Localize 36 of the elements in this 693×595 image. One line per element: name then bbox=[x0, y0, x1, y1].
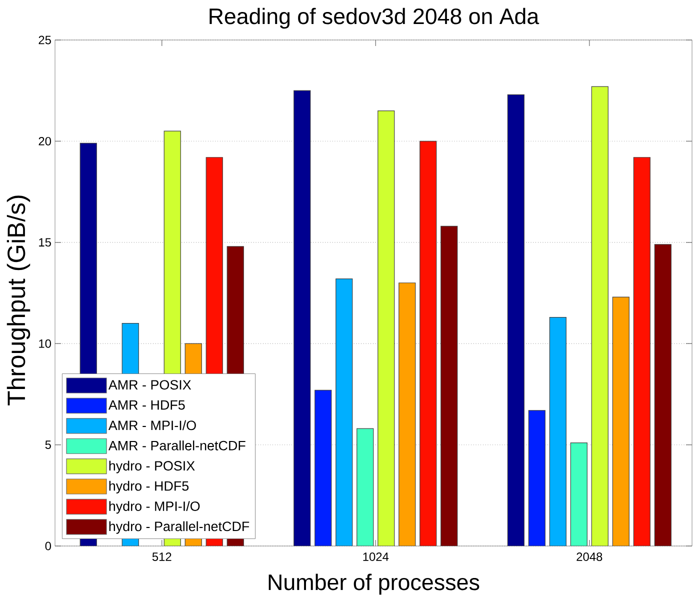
chart-title: Reading of sedov3d 2048 on Ada bbox=[210, 8, 540, 29]
x-axis-title: Number of processes bbox=[268, 574, 480, 595]
bar bbox=[612, 296, 630, 546]
bar bbox=[378, 110, 395, 546]
bar bbox=[356, 428, 374, 546]
x-tick-label: 1024 bbox=[363, 552, 389, 561]
legend-label: hydro - MPI-I/O bbox=[109, 501, 200, 514]
bar bbox=[440, 226, 458, 546]
legend-label: hydro - Parallel-netCDF bbox=[109, 521, 250, 534]
bar bbox=[654, 244, 672, 546]
y-tick-label: 25 bbox=[38, 36, 51, 44]
bar bbox=[294, 90, 311, 546]
bar bbox=[528, 410, 546, 546]
legend-label: AMR - MPI-I/O bbox=[108, 420, 196, 430]
legend-label: AMR - POSIX bbox=[108, 380, 192, 390]
bar bbox=[336, 278, 353, 546]
bar bbox=[314, 390, 332, 546]
bar bbox=[398, 282, 416, 546]
legend-label: hydro - POSIX bbox=[109, 460, 195, 474]
bar bbox=[549, 316, 566, 546]
y-tick-label: 20 bbox=[38, 136, 52, 146]
bar bbox=[507, 94, 524, 546]
bar bbox=[633, 157, 650, 546]
x-tick-label: 512 bbox=[152, 552, 172, 561]
legend-label: AMR - HDF5 bbox=[108, 400, 185, 410]
bar bbox=[570, 442, 588, 546]
legend-label: AMR - Parallel-netCDF bbox=[108, 440, 246, 450]
y-tick-label: 15 bbox=[39, 238, 51, 247]
y-tick-label: 0 bbox=[45, 542, 52, 550]
bar bbox=[420, 140, 437, 546]
y-tick-label: 5 bbox=[45, 440, 51, 449]
legend-label: hydro - HDF5 bbox=[109, 480, 189, 494]
bar bbox=[591, 86, 608, 546]
x-tick-label: 2048 bbox=[576, 552, 602, 561]
y-tick-label: 10 bbox=[39, 339, 52, 348]
y-axis-title: Throughput (GiB/s) bbox=[6, 196, 30, 406]
